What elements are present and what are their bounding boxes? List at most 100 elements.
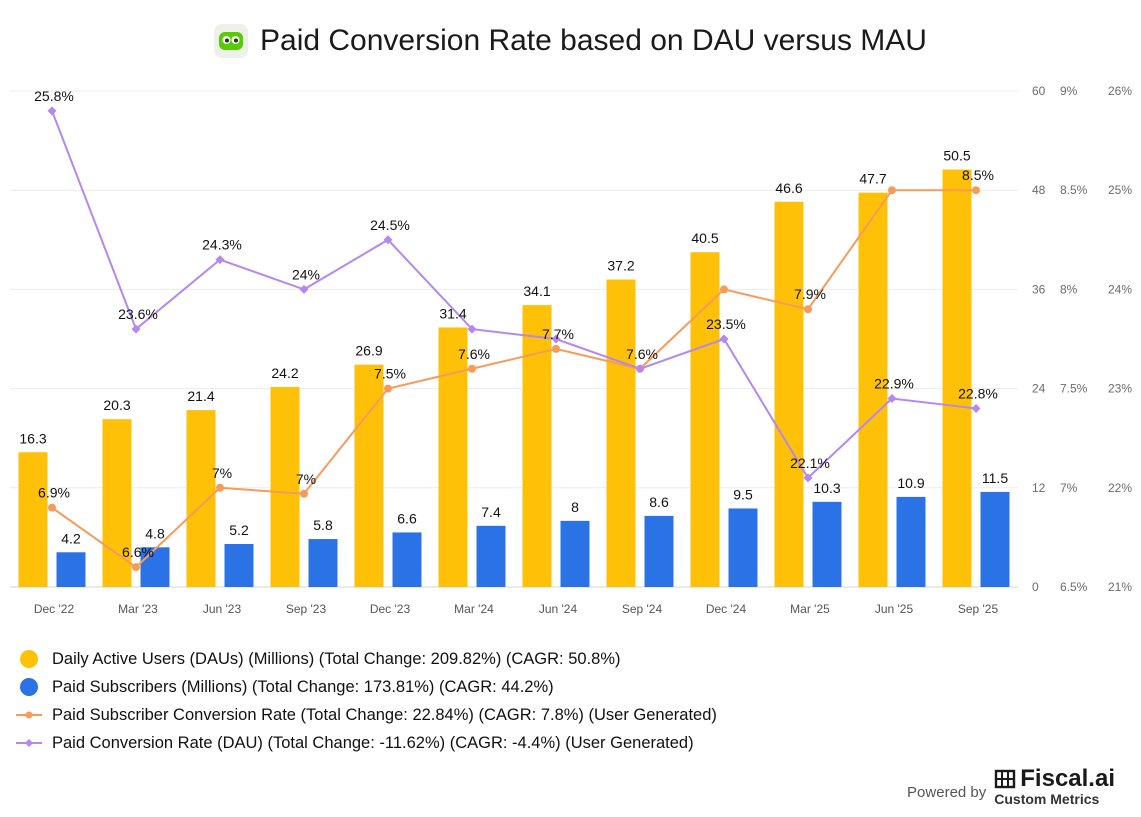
- paid-conversion-dau-point: [719, 334, 729, 344]
- subscriber-bar: [224, 544, 254, 587]
- y3-tick: 23%: [1108, 382, 1132, 396]
- bars: [18, 169, 1010, 588]
- y1-tick: 36: [1032, 282, 1046, 296]
- paid-conversion-dau-point: [635, 364, 645, 374]
- paid-conversion-dau-label: 24.5%: [370, 217, 410, 233]
- paid-conversion-dau-point: [803, 473, 813, 483]
- x-tick-label: Mar '24: [454, 602, 494, 616]
- subscriber-bar-label: 9.5: [733, 486, 753, 502]
- conversion-rate-label: 6.6%: [122, 544, 154, 560]
- conversion-rate-point: [48, 503, 56, 512]
- x-tick-label: Dec '23: [370, 602, 411, 616]
- paid-conversion-dau-label: 24.3%: [202, 237, 242, 253]
- legend-conv-marker: [16, 711, 42, 719]
- dau-bar: [354, 364, 384, 587]
- x-tick-label: Mar '23: [118, 602, 158, 616]
- subscriber-bar: [896, 496, 926, 587]
- x-tick-label: Dec '24: [706, 602, 747, 616]
- x-tick-label: Sep '23: [286, 602, 327, 616]
- conversion-rate-label: 7%: [212, 465, 232, 481]
- conversion-rate-label: 7.5%: [374, 366, 406, 382]
- paid-conversion-dau-label: 22.9%: [874, 376, 914, 392]
- conversion-rate-point: [132, 563, 140, 572]
- dau-bar-label: 16.3: [19, 430, 46, 446]
- conversion-rate-point: [216, 483, 224, 492]
- x-tick-label: Mar '25: [790, 602, 830, 616]
- y2-tick: 8.5%: [1060, 183, 1088, 197]
- dau-bar-label: 50.5: [943, 148, 970, 164]
- y1-tick: 24: [1032, 382, 1046, 396]
- conversion-rate-line: [51, 189, 976, 569]
- subscriber-bar: [980, 491, 1010, 587]
- paid-conversion-dau-label: 25.8%: [34, 88, 74, 104]
- dau-bar: [690, 252, 720, 587]
- conversion-rate-point: [888, 186, 896, 195]
- subscriber-bar-label: 8.6: [649, 494, 669, 510]
- subscriber-bar-label: 7.4: [481, 504, 501, 520]
- legend-dau-marker: [20, 650, 38, 668]
- y1-tick: 60: [1032, 84, 1046, 98]
- subscriber-bar: [56, 552, 86, 587]
- paid-conversion-dau-label: 22.8%: [958, 385, 998, 401]
- dau-bar: [18, 452, 48, 587]
- dau-bar: [102, 419, 132, 587]
- duolingo-logo-icon: [214, 24, 248, 58]
- legend-paid-dau-marker: [16, 739, 42, 747]
- y1-tick: 0: [1032, 580, 1039, 594]
- conversion-rate-point: [552, 344, 560, 353]
- dau-bar: [186, 410, 216, 587]
- lines: [47, 106, 981, 572]
- brand-name: Fiscal.ai: [1020, 765, 1115, 792]
- x-tick-label: Sep '25: [958, 602, 999, 616]
- conversion-rate-point: [720, 285, 728, 294]
- subscriber-bar-label: 10.3: [813, 480, 840, 496]
- subscriber-bar-label: 6.6: [397, 510, 417, 526]
- dau-bar-label: 21.4: [187, 388, 214, 404]
- dau-bar-label: 31.4: [439, 305, 466, 321]
- conversion-rate-label: 7.6%: [458, 346, 490, 362]
- subscriber-bar: [140, 547, 170, 587]
- dau-bar: [606, 279, 636, 587]
- y3-tick: 21%: [1108, 580, 1132, 594]
- conversion-rate-point: [300, 489, 308, 498]
- chart-title: Paid Conversion Rate based on DAU versus…: [260, 24, 927, 57]
- subscriber-bar-label: 10.9: [897, 475, 924, 491]
- legend-subs-marker: [20, 678, 38, 696]
- conversion-rate-label: 7.7%: [542, 326, 574, 342]
- dau-bar-label: 34.1: [523, 283, 550, 299]
- y3-tick: 24%: [1108, 282, 1132, 296]
- conversion-rate-point: [804, 305, 812, 314]
- chart-header: Paid Conversion Rate based on DAU versus…: [0, 18, 1141, 64]
- dau-bar-label: 37.2: [607, 257, 634, 273]
- grid-lines: [10, 90, 1018, 588]
- x-tick-label: Dec '22: [34, 602, 75, 616]
- y2-tick: 7%: [1060, 481, 1078, 495]
- subscriber-bar-label: 5.2: [229, 522, 249, 538]
- paid-conversion-dau-point: [467, 324, 477, 334]
- subscriber-bar-label: 4.2: [61, 530, 81, 546]
- legend-dau-label: Daily Active Users (DAUs) (Millions) (To…: [52, 649, 621, 668]
- brand[interactable]: Fiscal.ai Custom Metrics: [994, 765, 1115, 808]
- legend: Daily Active Users (DAUs) (Millions) (To…: [16, 645, 717, 757]
- footer: Powered by Fiscal.ai Custom Metrics: [907, 765, 1115, 808]
- x-tick-label: Jun '24: [539, 602, 578, 616]
- legend-item-paid-conversion-dau[interactable]: Paid Conversion Rate (DAU) (Total Change…: [16, 729, 717, 757]
- legend-item-dau[interactable]: Daily Active Users (DAUs) (Millions) (To…: [16, 645, 717, 673]
- chart-plot: 16.3 4.2 20.3 4.8 21.4 5.2 24.2 5.8 26.9 6.6 31.4 7…: [10, 84, 1132, 616]
- dau-bar: [438, 327, 468, 587]
- legend-item-conversion-rate[interactable]: Paid Subscriber Conversion Rate (Total C…: [16, 701, 717, 729]
- subscriber-bar: [476, 525, 506, 587]
- conversion-rate-label: 7%: [296, 471, 316, 487]
- conversion-rate-label: 6.9%: [38, 485, 70, 501]
- paid-conversion-dau-point: [131, 324, 141, 334]
- y2-tick: 8%: [1060, 282, 1078, 296]
- conversion-rate-label: 8.5%: [962, 167, 994, 183]
- y2-tick: 6.5%: [1060, 580, 1088, 594]
- paid-conversion-dau-point: [299, 284, 309, 294]
- y2-tick: 9%: [1060, 84, 1078, 98]
- powered-by-text: Powered by: [907, 784, 987, 801]
- paid-conversion-dau-point: [551, 334, 561, 344]
- paid-conversion-dau-point: [887, 394, 897, 404]
- x-tick-label: Jun '25: [875, 602, 914, 616]
- legend-item-subscribers[interactable]: Paid Subscribers (Millions) (Total Chang…: [16, 673, 717, 701]
